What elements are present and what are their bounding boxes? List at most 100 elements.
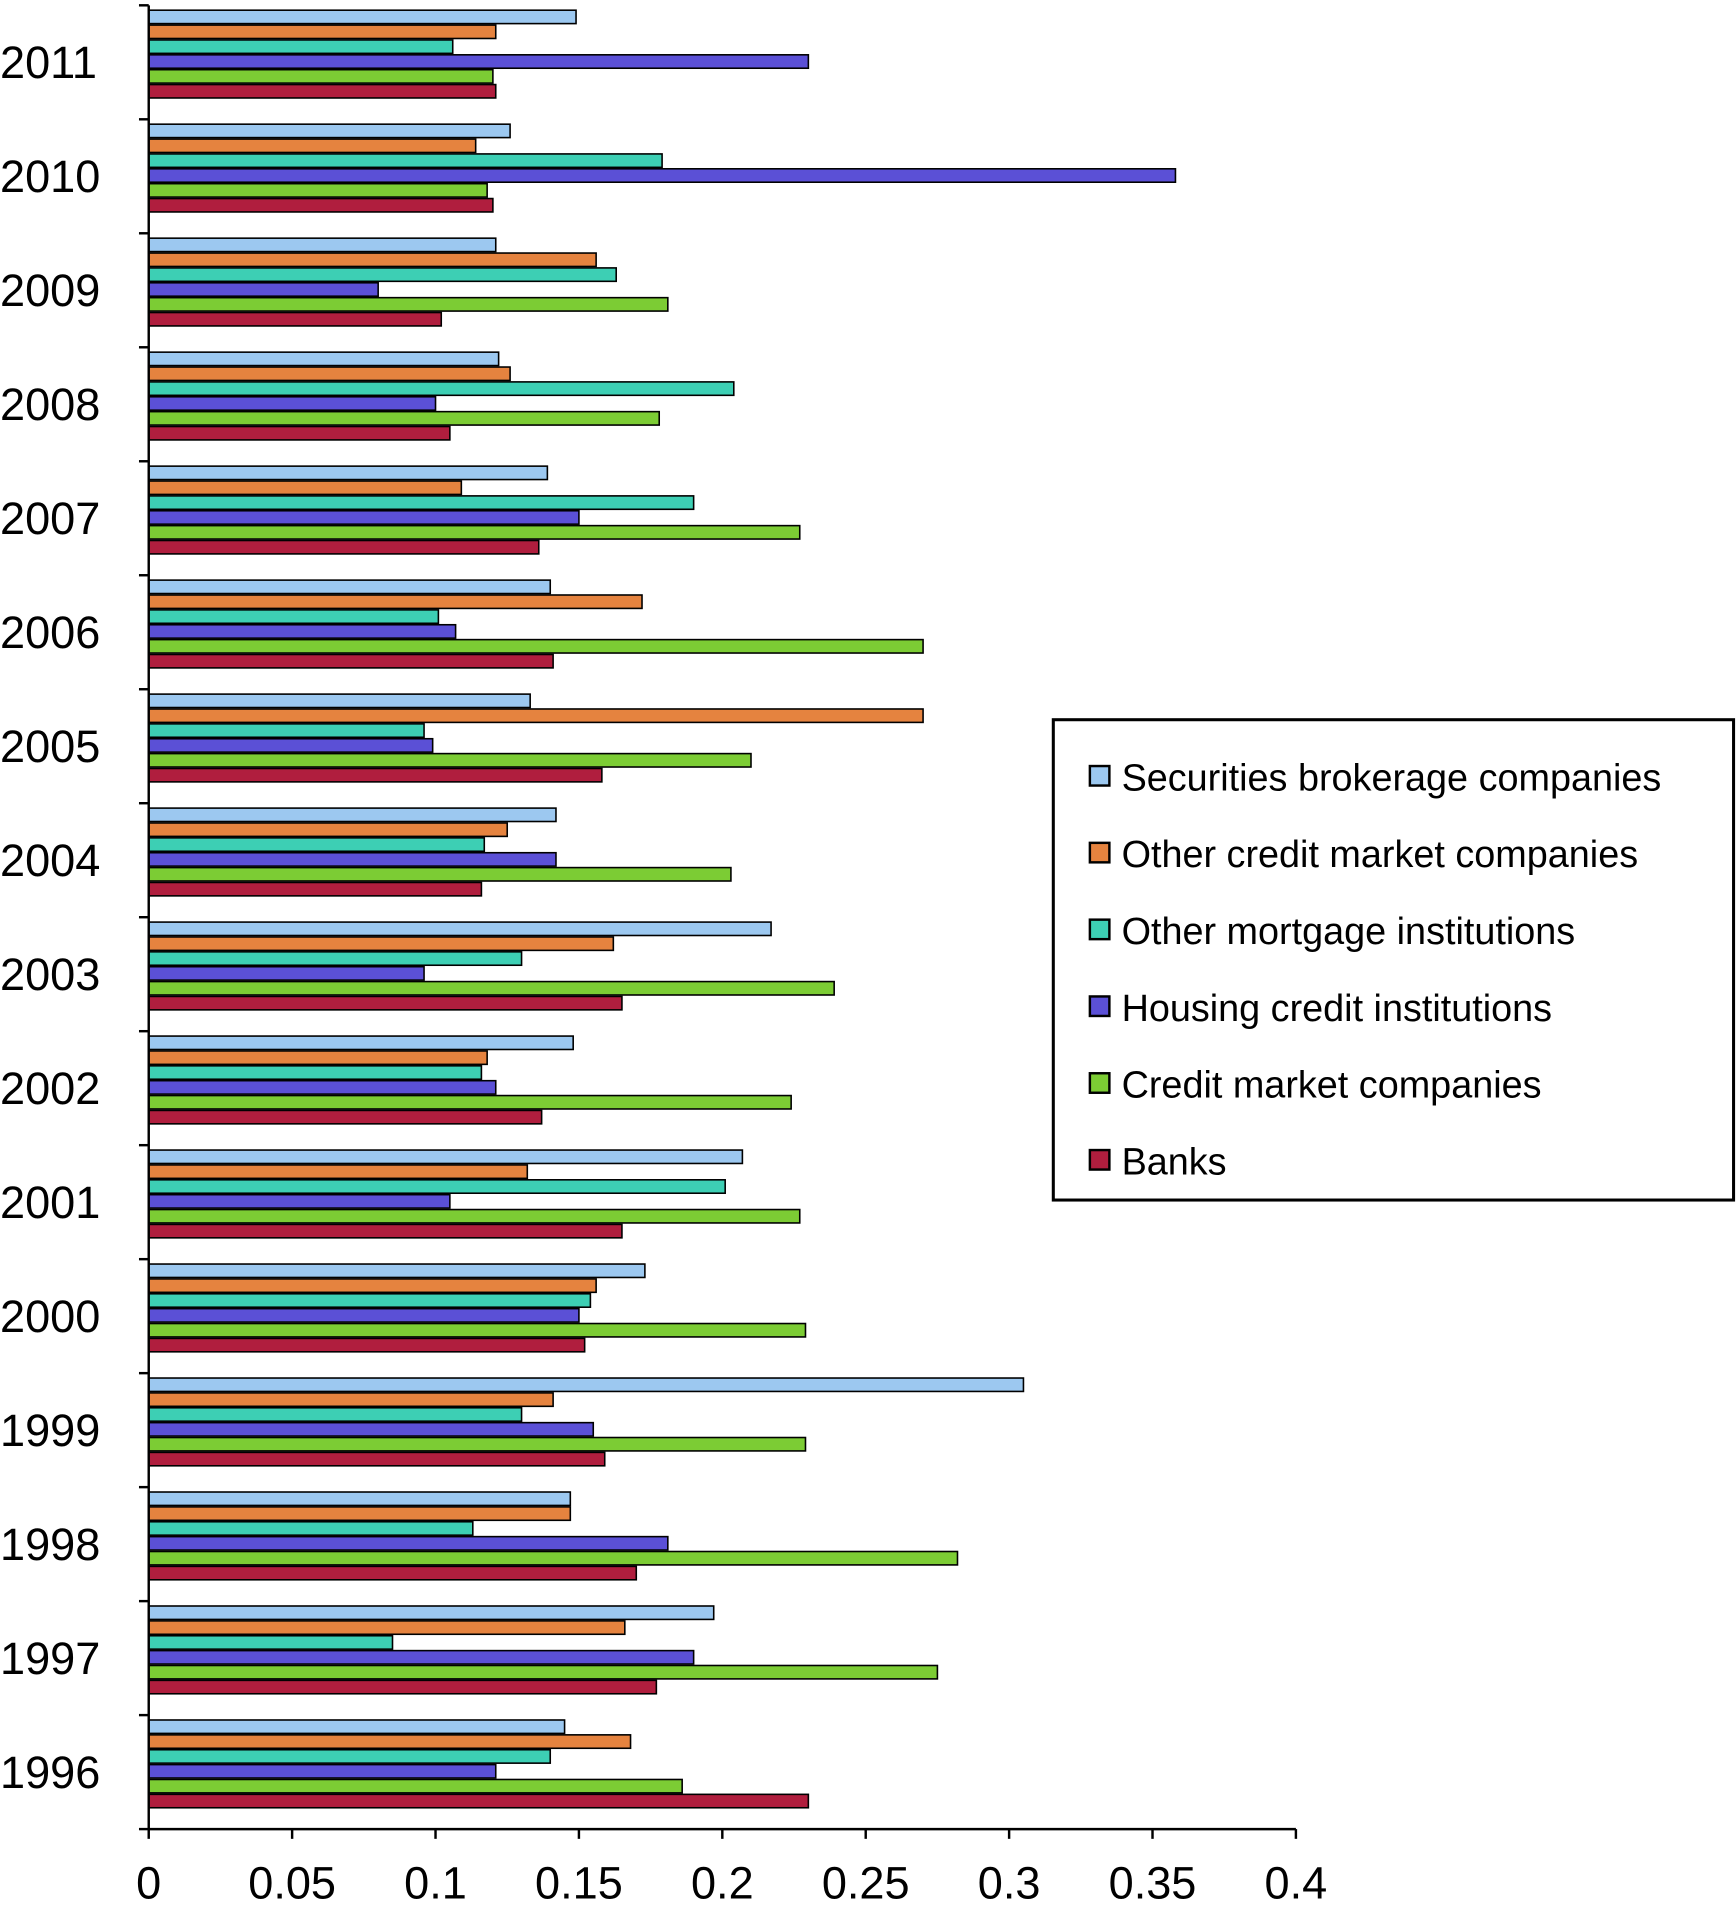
bar-1999-2 — [147, 1406, 523, 1422]
bar-1999-5 — [147, 1451, 606, 1467]
bar-2011-5 — [147, 83, 497, 99]
bar-2010-5 — [147, 197, 494, 213]
bar-1996-5 — [147, 1793, 810, 1809]
bar-2011-2 — [147, 39, 454, 55]
x-tick-label: 0.35 — [1109, 1858, 1197, 1909]
bar-2001-1 — [147, 1164, 529, 1180]
bar-2000-3 — [147, 1307, 580, 1323]
legend-label: Credit market companies — [1122, 1065, 1542, 1107]
bar-2010-3 — [147, 168, 1177, 184]
bar-2003-0 — [147, 921, 772, 937]
bar-1997-4 — [147, 1664, 939, 1680]
bar-2008-0 — [147, 351, 500, 367]
bar-2001-2 — [147, 1179, 726, 1195]
bar-2008-5 — [147, 425, 451, 441]
bar-2009-1 — [147, 252, 597, 268]
bar-2001-3 — [147, 1193, 451, 1209]
bar-2011-1 — [147, 24, 497, 40]
y-tick-label: 2007 — [0, 493, 100, 544]
bar-2000-0 — [147, 1263, 646, 1279]
bar-1999-0 — [147, 1377, 1025, 1393]
bar-1996-0 — [147, 1719, 566, 1735]
bar-2001-4 — [147, 1208, 801, 1224]
bar-2011-4 — [147, 68, 494, 84]
bar-2003-3 — [147, 965, 425, 981]
bar-2006-5 — [147, 653, 554, 669]
bar-2010-4 — [147, 182, 488, 198]
bar-2004-1 — [147, 822, 509, 838]
bar-1997-1 — [147, 1620, 626, 1636]
legend-swatch — [1088, 1148, 1111, 1171]
legend-swatch — [1088, 841, 1111, 864]
legend-label: Housing credit institutions — [1122, 988, 1553, 1030]
bar-2002-4 — [147, 1094, 792, 1110]
legend-swatch — [1088, 764, 1111, 787]
bar-2011-0 — [147, 9, 577, 25]
bar-2010-2 — [147, 153, 663, 169]
bar-1997-3 — [147, 1649, 695, 1665]
bar-2002-5 — [147, 1109, 543, 1125]
bar-2008-4 — [147, 410, 661, 426]
bar-2004-4 — [147, 866, 732, 882]
bar-2007-1 — [147, 480, 463, 496]
bar-2001-5 — [147, 1223, 623, 1239]
bars-layer — [147, 9, 1177, 1809]
bar-1998-5 — [147, 1565, 638, 1581]
bar-2005-1 — [147, 708, 924, 724]
bar-1996-1 — [147, 1734, 632, 1750]
axes-layer: 1996 1997 1998 1999 2000 2001 2002 2003 2004 2005… — [0, 4, 1327, 1909]
bar-2003-4 — [147, 980, 835, 996]
bar-2000-5 — [147, 1337, 586, 1353]
y-tick-label: 1996 — [0, 1747, 100, 1798]
bar-1997-2 — [147, 1634, 394, 1650]
bar-2009-0 — [147, 237, 497, 253]
x-tick-label: 0.2 — [691, 1858, 754, 1909]
legend-swatch — [1088, 918, 1111, 941]
legend-label: Other mortgage institutions — [1122, 911, 1576, 953]
legend-label: Securities brokerage companies — [1122, 757, 1662, 799]
x-tick-label: 0.3 — [978, 1858, 1041, 1909]
bar-1999-3 — [147, 1421, 595, 1437]
bar-2005-5 — [147, 767, 603, 783]
bar-2004-0 — [147, 807, 557, 823]
bar-2007-5 — [147, 539, 540, 555]
bar-2010-0 — [147, 123, 511, 139]
y-tick-label: 2000 — [0, 1291, 100, 1342]
bar-2009-3 — [147, 281, 379, 297]
bar-2000-1 — [147, 1278, 597, 1294]
bar-2010-1 — [147, 138, 477, 154]
x-tick-label: 0.25 — [822, 1858, 910, 1909]
bar-2006-2 — [147, 609, 440, 625]
bar-2009-4 — [147, 296, 669, 312]
bar-2004-5 — [147, 881, 483, 897]
bar-1996-4 — [147, 1778, 683, 1794]
bar-2007-0 — [147, 465, 549, 481]
bar-2008-1 — [147, 366, 511, 382]
bar-2007-4 — [147, 524, 801, 540]
bar-2005-4 — [147, 752, 752, 768]
bar-2008-2 — [147, 381, 735, 397]
bar-2005-2 — [147, 723, 425, 739]
legend: Securities brokerage companies Other cred… — [1051, 718, 1736, 1202]
legend-label: Other credit market companies — [1122, 834, 1639, 876]
bar-2008-3 — [147, 395, 437, 411]
bar-2002-2 — [147, 1065, 483, 1081]
bar-2003-1 — [147, 936, 615, 952]
y-tick-label: 2008 — [0, 379, 100, 430]
x-tick-label: 0.15 — [535, 1858, 623, 1909]
bar-2009-2 — [147, 267, 617, 283]
y-tick-label: 1997 — [0, 1633, 100, 1684]
bar-1997-5 — [147, 1679, 658, 1695]
bar-1997-0 — [147, 1605, 715, 1621]
bar-1998-0 — [147, 1491, 572, 1507]
bar-1998-1 — [147, 1506, 572, 1522]
bar-2000-4 — [147, 1322, 807, 1338]
bar-1998-3 — [147, 1535, 669, 1551]
bar-2006-3 — [147, 623, 457, 639]
x-tick-label: 0 — [136, 1858, 161, 1909]
legend-swatch — [1088, 1072, 1111, 1094]
bar-2000-2 — [147, 1292, 592, 1308]
bar-2004-3 — [147, 851, 557, 867]
y-tick-label: 2011 — [0, 37, 97, 88]
